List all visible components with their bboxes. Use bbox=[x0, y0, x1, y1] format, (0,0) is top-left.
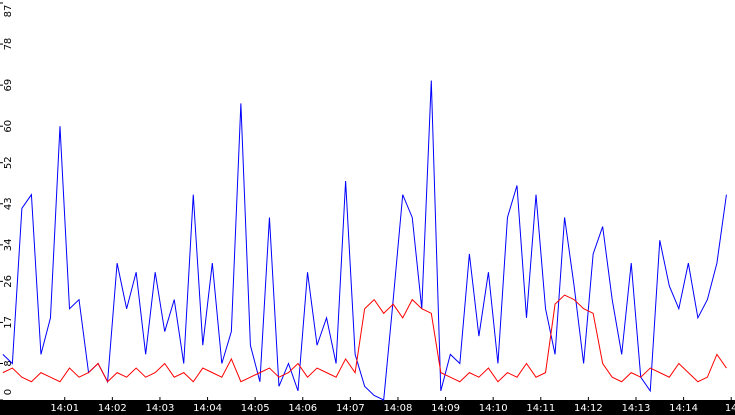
y-tick-label: 0 bbox=[3, 389, 14, 395]
x-tick-label: 14:05 bbox=[241, 403, 270, 414]
y-tick-label: 17 bbox=[3, 316, 14, 329]
y-tick-label: 69 bbox=[3, 79, 14, 92]
x-tick-label: 14 bbox=[725, 403, 735, 414]
x-tick-label: 14:01 bbox=[50, 403, 79, 414]
x-tick-label: 14:02 bbox=[98, 403, 127, 414]
y-tick-label: 34 bbox=[3, 238, 14, 251]
x-tick-label: 14:11 bbox=[526, 403, 555, 414]
x-tick-label: 14:08 bbox=[384, 403, 413, 414]
y-tick-label: 52 bbox=[3, 156, 14, 169]
data-line bbox=[2, 294, 727, 383]
x-tick-label: 14:14 bbox=[669, 403, 698, 414]
x-tick-label: 14:06 bbox=[288, 403, 317, 414]
y-tick-label: 87 bbox=[3, 5, 14, 18]
y-tick-label: 78 bbox=[3, 38, 14, 51]
data-line bbox=[2, 80, 727, 401]
x-tick-label: 14:07 bbox=[336, 403, 365, 414]
x-tick-label: 14:04 bbox=[193, 403, 222, 414]
x-tick-label: 14:09 bbox=[431, 403, 460, 414]
y-tick-label: 8 bbox=[3, 360, 14, 366]
x-tick-label: 14:10 bbox=[479, 403, 508, 414]
y-tick-label: 26 bbox=[3, 275, 14, 288]
x-tick-label: 14:03 bbox=[146, 403, 175, 414]
y-tick-label: 43 bbox=[3, 197, 14, 210]
x-axis-bar bbox=[0, 400, 735, 415]
x-tick-label: 14:13 bbox=[622, 403, 651, 414]
x-tick-label: 14:12 bbox=[574, 403, 603, 414]
y-tick-label: 60 bbox=[3, 120, 14, 133]
